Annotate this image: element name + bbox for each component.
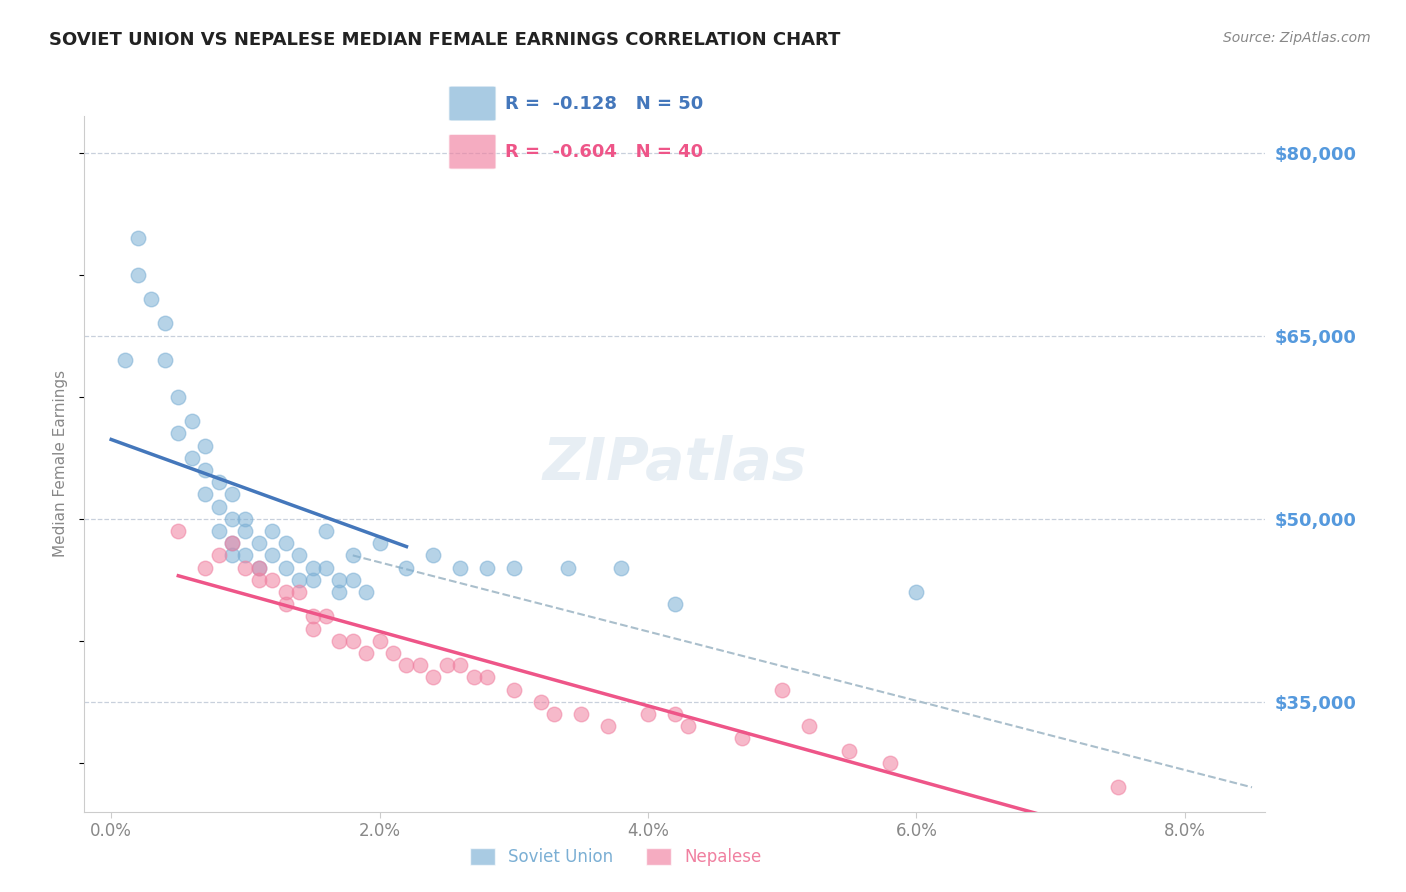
Point (247, 536, 270, 550)
Point (167, 390, 190, 404)
Point (288, 549, 311, 563)
Point (678, 719, 700, 733)
Point (288, 573, 311, 587)
Point (274, 536, 297, 550)
Text: R =  -0.604   N = 40: R = -0.604 N = 40 (505, 143, 703, 161)
Point (127, 231, 149, 245)
Point (463, 670, 485, 684)
Point (221, 487, 243, 501)
Point (235, 512, 257, 526)
Point (368, 633, 391, 648)
Point (235, 524, 257, 538)
Point (342, 573, 364, 587)
Point (770, 682, 793, 697)
Point (422, 670, 444, 684)
Point (153, 353, 176, 368)
Point (180, 414, 202, 428)
Point (382, 646, 405, 660)
Point (315, 524, 337, 538)
Point (368, 536, 391, 550)
Point (328, 585, 350, 599)
Point (194, 463, 217, 477)
Point (194, 487, 217, 501)
Point (502, 682, 524, 697)
Point (422, 549, 444, 563)
Point (247, 560, 270, 574)
Point (449, 560, 471, 574)
Point (167, 426, 190, 441)
Point (328, 573, 350, 587)
Point (436, 658, 458, 673)
Point (557, 560, 579, 574)
Point (221, 549, 243, 563)
FancyBboxPatch shape (449, 87, 496, 121)
Point (475, 560, 498, 574)
Point (221, 536, 243, 550)
Point (502, 560, 524, 574)
Point (301, 560, 323, 574)
Point (530, 695, 553, 709)
Point (409, 658, 432, 673)
Point (664, 707, 686, 722)
Point (262, 549, 284, 563)
Point (153, 317, 176, 331)
Point (879, 756, 901, 770)
Point (610, 560, 633, 574)
Point (127, 268, 149, 282)
Point (180, 450, 202, 465)
Point (288, 585, 311, 599)
Point (274, 585, 297, 599)
Point (247, 573, 270, 587)
Point (207, 549, 229, 563)
Point (301, 573, 323, 587)
Point (328, 633, 350, 648)
Point (141, 292, 163, 306)
Point (247, 560, 270, 574)
Point (637, 707, 659, 722)
Point (342, 549, 364, 563)
Point (838, 744, 860, 758)
Point (342, 633, 364, 648)
Point (301, 609, 323, 624)
Point (1107, 780, 1129, 795)
Point (596, 719, 619, 733)
Point (395, 560, 418, 574)
Point (274, 597, 297, 611)
Legend: Soviet Union, Nepalese: Soviet Union, Nepalese (463, 841, 769, 873)
Point (207, 524, 229, 538)
Point (262, 524, 284, 538)
Point (315, 560, 337, 574)
Text: Source: ZipAtlas.com: Source: ZipAtlas.com (1223, 31, 1371, 45)
Point (315, 609, 337, 624)
Text: R =  -0.128   N = 50: R = -0.128 N = 50 (505, 95, 703, 112)
Point (114, 353, 136, 368)
Text: ZIPatlas: ZIPatlas (543, 435, 807, 492)
Point (797, 719, 820, 733)
Point (262, 573, 284, 587)
Point (235, 549, 257, 563)
Point (221, 512, 243, 526)
Point (301, 622, 323, 636)
Point (207, 500, 229, 514)
Point (664, 597, 686, 611)
Point (905, 585, 928, 599)
Point (354, 646, 377, 660)
Point (475, 670, 498, 684)
Point (569, 707, 592, 722)
Point (731, 731, 754, 746)
Point (543, 707, 565, 722)
Point (194, 560, 217, 574)
Point (194, 438, 217, 452)
Point (449, 658, 471, 673)
Y-axis label: Median Female Earnings: Median Female Earnings (53, 370, 69, 558)
Point (167, 524, 190, 538)
FancyBboxPatch shape (449, 135, 496, 169)
Point (207, 475, 229, 490)
Point (395, 658, 418, 673)
Point (235, 560, 257, 574)
Point (274, 560, 297, 574)
Point (354, 585, 377, 599)
Point (221, 536, 243, 550)
Text: SOVIET UNION VS NEPALESE MEDIAN FEMALE EARNINGS CORRELATION CHART: SOVIET UNION VS NEPALESE MEDIAN FEMALE E… (49, 31, 841, 49)
